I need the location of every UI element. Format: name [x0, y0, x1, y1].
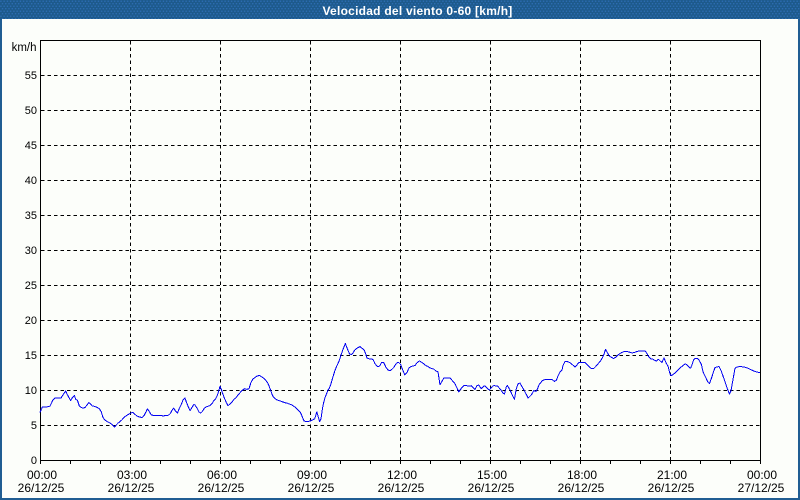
- svg-text:15:00: 15:00: [477, 468, 507, 482]
- svg-text:12:00: 12:00: [387, 468, 417, 482]
- svg-text:45: 45: [25, 140, 37, 152]
- svg-text:15: 15: [25, 350, 37, 362]
- svg-text:0: 0: [31, 455, 37, 467]
- svg-text:26/12/25: 26/12/25: [648, 481, 695, 495]
- svg-text:00:00: 00:00: [27, 468, 57, 482]
- svg-text:20: 20: [25, 315, 37, 327]
- svg-text:03:00: 03:00: [117, 468, 147, 482]
- svg-text:km/h: km/h: [12, 42, 37, 54]
- svg-text:26/12/25: 26/12/25: [378, 481, 425, 495]
- svg-text:25: 25: [25, 280, 37, 292]
- svg-text:27/12/25: 27/12/25: [738, 481, 785, 495]
- svg-text:26/12/25: 26/12/25: [558, 481, 605, 495]
- svg-text:09:00: 09:00: [297, 468, 327, 482]
- svg-text:18:00: 18:00: [567, 468, 597, 482]
- svg-text:Velocidad del viento 0-60 [km/: Velocidad del viento 0-60 [km/h]: [322, 4, 512, 18]
- svg-text:26/12/25: 26/12/25: [468, 481, 515, 495]
- svg-text:50: 50: [25, 105, 37, 117]
- svg-text:55: 55: [25, 70, 37, 82]
- svg-text:5: 5: [31, 420, 37, 432]
- svg-text:26/12/25: 26/12/25: [198, 481, 245, 495]
- svg-text:35: 35: [25, 210, 37, 222]
- svg-text:10: 10: [25, 385, 37, 397]
- svg-text:21:00: 21:00: [657, 468, 687, 482]
- svg-text:30: 30: [25, 245, 37, 257]
- svg-text:00:00: 00:00: [747, 468, 777, 482]
- svg-text:40: 40: [25, 175, 37, 187]
- svg-text:06:00: 06:00: [207, 468, 237, 482]
- svg-text:26/12/25: 26/12/25: [108, 481, 155, 495]
- svg-text:26/12/25: 26/12/25: [18, 481, 65, 495]
- svg-text:26/12/25: 26/12/25: [288, 481, 335, 495]
